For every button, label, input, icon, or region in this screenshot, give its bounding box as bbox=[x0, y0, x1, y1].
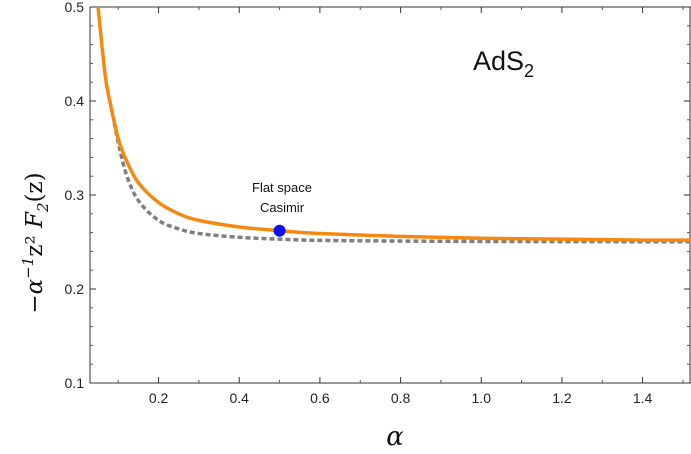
x-tick-label: 1.4 bbox=[633, 390, 653, 406]
plot-frame bbox=[89, 6, 691, 384]
annotation-line-1: Flat space bbox=[252, 180, 312, 195]
inset-label: AdS2 bbox=[473, 46, 534, 81]
y-tick-label: 0.5 bbox=[65, 0, 85, 15]
annotation-line-2: Casimir bbox=[260, 200, 305, 215]
series-line-dashed bbox=[112, 122, 691, 244]
axis-ticks: 0.2 0.4 0.6 0.8 1.0 1.2 1.4 0.1 0.2 0.3 0.4 0.5 bbox=[65, 0, 690, 406]
y-tick-label: 0.1 bbox=[65, 375, 85, 391]
casimir-point-marker bbox=[273, 224, 286, 237]
x-tick-label: 0.6 bbox=[310, 390, 330, 406]
y-tick-label: 0.3 bbox=[65, 187, 85, 203]
x-tick-label: 0.2 bbox=[149, 390, 169, 406]
x-tick-label: 0.4 bbox=[230, 390, 250, 406]
series-line-solid bbox=[96, 7, 691, 242]
series-layer bbox=[96, 7, 691, 244]
y-tick-label: 0.2 bbox=[65, 281, 85, 297]
y-tick-label: 0.4 bbox=[65, 93, 85, 109]
y-axis-label: −α−1z² F2(z) bbox=[19, 172, 52, 313]
marker-layer bbox=[273, 224, 286, 237]
x-tick-label: 1.0 bbox=[472, 390, 492, 406]
x-axis-label: α bbox=[386, 422, 404, 452]
x-tick-label: 0.8 bbox=[391, 390, 411, 406]
x-tick-label: 1.2 bbox=[552, 390, 572, 406]
